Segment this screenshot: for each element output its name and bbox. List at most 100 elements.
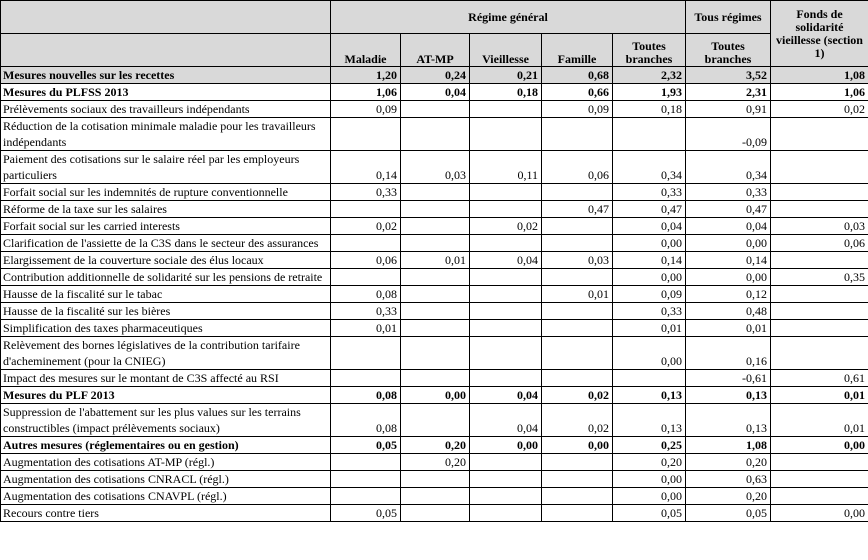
value-cell: 0,68 <box>541 66 613 84</box>
value-cell: 1,06 <box>770 83 868 101</box>
value-cell: 0,09 <box>612 285 686 303</box>
value-cell: 0,12 <box>685 285 771 303</box>
value-cell: 0,00 <box>541 436 613 454</box>
value-cell: 0,34 <box>612 150 686 184</box>
value-cell: 2,32 <box>612 66 686 84</box>
value-cell: 0,00 <box>612 487 686 505</box>
value-cell <box>330 200 401 218</box>
value-cell: 0,20 <box>685 487 771 505</box>
value-cell <box>400 183 470 201</box>
value-cell <box>400 234 470 252</box>
value-cell <box>541 268 613 286</box>
data-table: Régime général Tous régimes Fonds de sol… <box>0 0 868 522</box>
row-label: Impact des mesures sur le montant de C3S… <box>0 369 331 387</box>
value-cell <box>541 487 613 505</box>
value-cell: 0,14 <box>330 150 401 184</box>
value-cell <box>541 319 613 337</box>
row-label: Prélèvements sociaux des travailleurs in… <box>0 100 331 118</box>
value-cell <box>469 234 542 252</box>
value-cell <box>330 234 401 252</box>
table-row: Augmentation des cotisations AT-MP (régl… <box>0 453 868 471</box>
row-label: Suppression de l'abattement sur les plus… <box>0 403 331 437</box>
value-cell <box>770 200 868 218</box>
row-label: Augmentation des cotisations AT-MP (régl… <box>0 453 331 471</box>
value-cell <box>541 302 613 320</box>
table-row: Simplification des taxes pharmaceutiques… <box>0 319 868 337</box>
row-label: Paiement des cotisations sur le salaire … <box>0 150 331 184</box>
value-cell <box>469 200 542 218</box>
value-cell: 0,18 <box>469 83 542 101</box>
value-cell <box>400 117 470 151</box>
table-body: Mesures nouvelles sur les recettes 1,20 0,… <box>0 66 868 522</box>
value-cell <box>400 336 470 370</box>
row-label: Réduction de la cotisation minimale mala… <box>0 117 331 151</box>
value-cell <box>469 302 542 320</box>
value-cell <box>330 336 401 370</box>
value-cell: 0,05 <box>685 504 771 522</box>
value-cell <box>469 470 542 488</box>
value-cell: 0,91 <box>685 100 771 118</box>
value-cell <box>770 487 868 505</box>
value-cell <box>400 369 470 387</box>
value-cell <box>469 117 542 151</box>
table-row: Prélèvements sociaux des travailleurs in… <box>0 100 868 118</box>
table-row: Augmentation des cotisations CNRACL (rég… <box>0 470 868 488</box>
value-cell <box>469 453 542 471</box>
value-cell: 0,18 <box>612 100 686 118</box>
value-cell <box>770 150 868 184</box>
value-cell: 0,25 <box>612 436 686 454</box>
value-cell: -0,61 <box>685 369 771 387</box>
value-cell: 0,02 <box>330 217 401 235</box>
table-row: Impact des mesures sur le montant de C3S… <box>0 369 868 387</box>
column-header: Toutes branches <box>685 33 771 67</box>
value-cell <box>541 217 613 235</box>
value-cell: 0,04 <box>469 386 542 404</box>
value-cell: 0,13 <box>685 403 771 437</box>
row-label: Mesures nouvelles sur les recettes <box>0 66 331 84</box>
value-cell <box>400 100 470 118</box>
value-cell: 0,00 <box>612 336 686 370</box>
row-label: Forfait social sur les indemnités de rup… <box>0 183 331 201</box>
value-cell: 0,01 <box>685 319 771 337</box>
value-cell: 0,01 <box>330 319 401 337</box>
value-cell: 2,31 <box>685 83 771 101</box>
table-row: Mesures du PLFSS 2013 1,06 0,04 0,18 0,66 1,9… <box>0 83 868 101</box>
row-label: Réforme de la taxe sur les salaires <box>0 200 331 218</box>
value-cell: 0,01 <box>770 403 868 437</box>
table-row: Forfait social sur les carried interests… <box>0 217 868 235</box>
value-cell <box>400 487 470 505</box>
value-cell <box>541 369 613 387</box>
value-cell: 0,00 <box>685 234 771 252</box>
value-cell: 0,61 <box>770 369 868 387</box>
value-cell: 0,20 <box>400 436 470 454</box>
table-row: Autres mesures (réglementaires ou en ges… <box>0 436 868 454</box>
value-cell <box>469 319 542 337</box>
value-cell <box>469 504 542 522</box>
value-cell: 0,01 <box>612 319 686 337</box>
value-cell <box>541 183 613 201</box>
value-cell: 0,09 <box>541 100 613 118</box>
value-cell: 0,33 <box>612 302 686 320</box>
value-cell <box>400 403 470 437</box>
table-row: Paiement des cotisations sur le salaire … <box>0 150 868 184</box>
value-cell <box>330 487 401 505</box>
value-cell: 0,00 <box>685 268 771 286</box>
value-cell: 0,24 <box>400 66 470 84</box>
value-cell <box>770 470 868 488</box>
value-cell <box>400 285 470 303</box>
value-cell <box>400 319 470 337</box>
row-label: Hausse de la fiscalité sur les bières <box>0 302 331 320</box>
group-header: Tous régimes <box>685 0 771 34</box>
column-header: AT-MP <box>400 33 470 67</box>
value-cell: 0,14 <box>685 251 771 269</box>
value-cell: 0,04 <box>685 217 771 235</box>
value-cell <box>770 251 868 269</box>
header-cell <box>0 33 331 67</box>
group-header: Fonds de solidarité vieillesse (section … <box>770 0 868 67</box>
value-cell <box>541 453 613 471</box>
value-cell <box>400 470 470 488</box>
value-cell: 0,00 <box>612 268 686 286</box>
value-cell: 0,03 <box>770 217 868 235</box>
value-cell <box>770 302 868 320</box>
